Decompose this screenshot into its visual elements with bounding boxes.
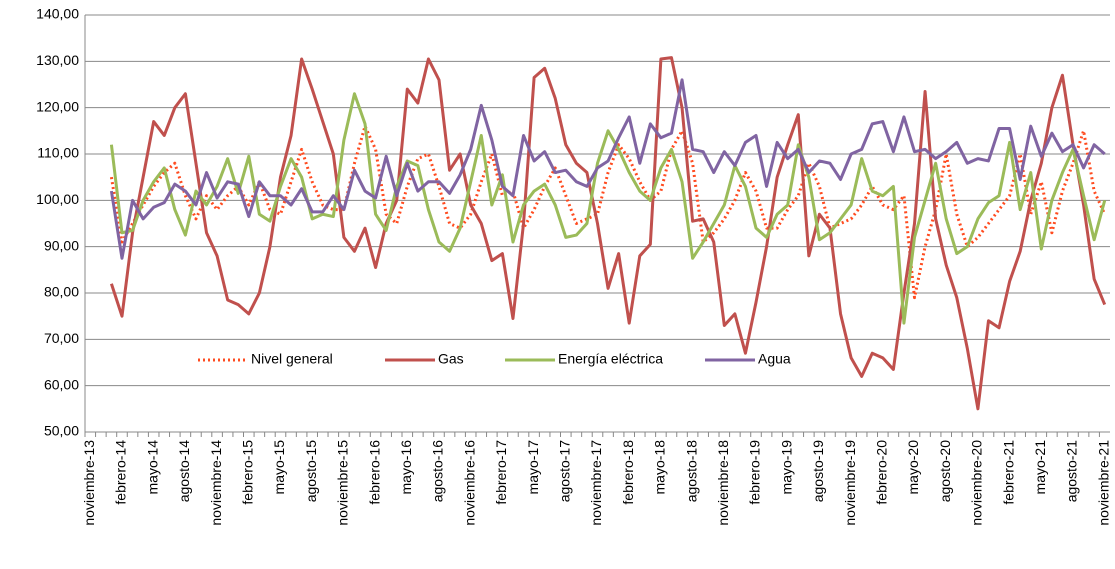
x-tick-label: noviembre-21 — [1095, 440, 1111, 526]
x-tick-label: agosto-15 — [303, 440, 319, 502]
x-tick-label: mayo-16 — [398, 440, 414, 495]
x-tick-label: mayo-20 — [905, 440, 921, 495]
y-tick-label: 120,00 — [36, 98, 79, 114]
x-tick-label: agosto-17 — [557, 440, 573, 502]
x-tick-label: agosto-19 — [810, 440, 826, 502]
x-tick-label: agosto-20 — [937, 440, 953, 502]
y-tick-label: 110,00 — [37, 145, 79, 161]
series-line — [109, 78, 1106, 260]
x-tick-label: noviembre-19 — [842, 440, 858, 526]
x-tick-label: noviembre-20 — [969, 440, 985, 526]
x-tick-label: noviembre-15 — [335, 440, 351, 526]
x-tick-label: noviembre-13 — [81, 440, 97, 526]
x-tick-label: agosto-18 — [683, 440, 699, 502]
x-tick-label: noviembre-18 — [715, 440, 731, 526]
x-tick-label: febrero-16 — [366, 440, 382, 505]
x-tick-label: mayo-21 — [1032, 440, 1048, 495]
x-tick-label: agosto-16 — [430, 440, 446, 502]
x-tick-label: mayo-14 — [144, 440, 160, 495]
x-tick-label: mayo-19 — [778, 440, 794, 495]
x-tick-label: noviembre-14 — [208, 440, 224, 526]
x-tick-label: febrero-17 — [493, 440, 509, 505]
x-tick-label: agosto-14 — [176, 440, 192, 502]
y-tick-label: 60,00 — [44, 376, 79, 392]
x-tick-label: febrero-15 — [239, 440, 255, 505]
y-tick-label: 130,00 — [36, 52, 79, 68]
series-line — [109, 124, 1107, 300]
x-tick-label: febrero-20 — [874, 440, 890, 505]
x-tick-label: febrero-14 — [113, 440, 129, 505]
legend-label: Gas — [438, 351, 464, 367]
x-tick-label: mayo-18 — [652, 440, 668, 495]
legend-label: Energía eléctrica — [558, 351, 663, 367]
x-tick-label: noviembre-17 — [588, 440, 604, 526]
y-tick-label: 90,00 — [44, 237, 79, 253]
legend-label: Agua — [758, 351, 791, 367]
x-tick-label: mayo-15 — [271, 440, 287, 495]
y-tick-label: 140,00 — [36, 6, 79, 22]
x-tick-label: febrero-19 — [747, 440, 763, 505]
x-tick-label: agosto-21 — [1064, 440, 1080, 502]
x-tick-label: mayo-17 — [525, 440, 541, 495]
x-tick-label: febrero-21 — [1000, 440, 1016, 505]
x-tick-label: noviembre-16 — [461, 440, 477, 526]
x-tick-label: febrero-18 — [620, 440, 636, 505]
y-tick-label: 80,00 — [44, 284, 79, 300]
y-tick-label: 70,00 — [44, 330, 79, 346]
legend-label: Nivel general — [251, 351, 333, 367]
y-tick-label: 100,00 — [36, 191, 79, 207]
series-line — [109, 92, 1107, 325]
y-tick-label: 50,00 — [44, 423, 79, 439]
